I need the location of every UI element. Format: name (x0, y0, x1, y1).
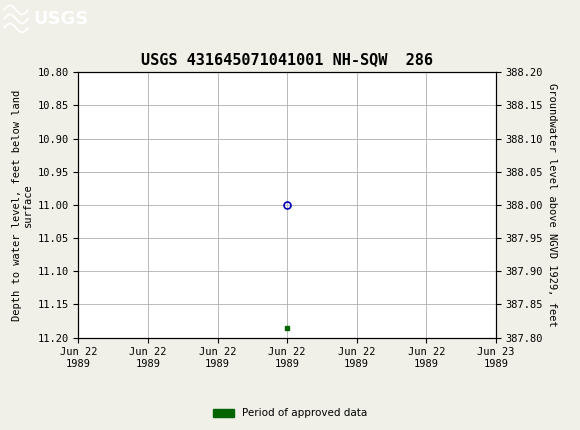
Legend: Period of approved data: Period of approved data (209, 404, 371, 423)
Y-axis label: Depth to water level, feet below land
surface: Depth to water level, feet below land su… (12, 89, 33, 320)
Title: USGS 431645071041001 NH-SQW  286: USGS 431645071041001 NH-SQW 286 (141, 52, 433, 67)
Y-axis label: Groundwater level above NGVD 1929, feet: Groundwater level above NGVD 1929, feet (547, 83, 557, 327)
Text: USGS: USGS (33, 10, 88, 28)
